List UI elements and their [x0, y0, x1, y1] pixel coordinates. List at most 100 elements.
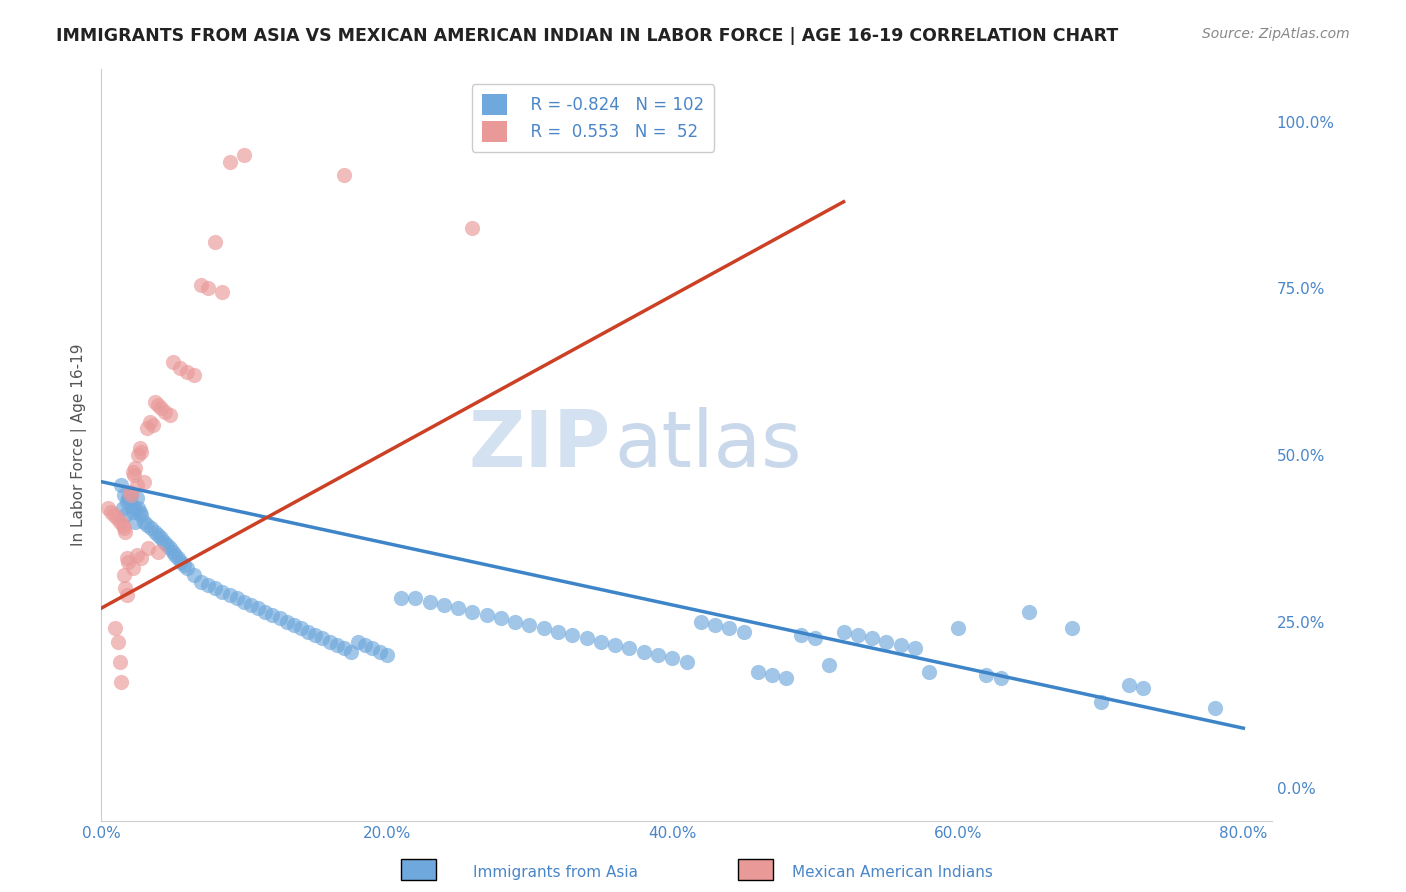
Point [433, 598, 456, 612]
Point [100, 505, 122, 519]
Point [247, 601, 270, 615]
Point [283, 618, 305, 632]
Point [121, 505, 143, 519]
Point [860, 631, 883, 645]
Point [304, 628, 326, 642]
Point [232, 594, 254, 608]
Point [718, 621, 741, 635]
Point [733, 624, 755, 639]
Point [176, 561, 198, 575]
Point [918, 665, 941, 679]
Point [475, 607, 498, 622]
Text: atlas: atlas [614, 407, 801, 483]
Text: Mexican American Indians: Mexican American Indians [793, 865, 993, 880]
Point [156, 538, 179, 552]
Point [633, 644, 655, 658]
Point [519, 618, 541, 632]
Point [790, 628, 813, 642]
Point [704, 618, 727, 632]
Point [141, 417, 163, 432]
Point [619, 641, 641, 656]
Point [503, 615, 526, 629]
Point [112, 488, 135, 502]
Point [105, 511, 128, 525]
Point [533, 621, 555, 635]
Point [354, 638, 377, 652]
Y-axis label: In Labor Force | Age 16-19: In Labor Force | Age 16-19 [72, 343, 87, 546]
Point [297, 624, 319, 639]
Point [129, 551, 152, 566]
Point [204, 235, 226, 249]
Point [1118, 678, 1140, 692]
Point [904, 641, 927, 656]
Text: ZIP: ZIP [468, 407, 610, 483]
Point [129, 444, 152, 458]
Point [340, 644, 363, 658]
Point [117, 555, 139, 569]
Point [183, 368, 205, 382]
Point [661, 651, 683, 665]
Point [118, 484, 141, 499]
Point [1204, 701, 1226, 715]
Point [135, 518, 157, 533]
Point [132, 515, 155, 529]
Text: Source: ZipAtlas.com: Source: ZipAtlas.com [1202, 27, 1350, 41]
Point [107, 634, 129, 648]
Point [112, 568, 135, 582]
Point [461, 605, 484, 619]
Point [361, 641, 384, 656]
Point [124, 461, 146, 475]
Point [761, 668, 783, 682]
Point [197, 281, 219, 295]
Point [418, 594, 440, 608]
Point [976, 668, 998, 682]
Text: Immigrants from Asia: Immigrants from Asia [472, 865, 638, 880]
Point [135, 421, 157, 435]
Point [875, 634, 897, 648]
Point [1090, 694, 1112, 708]
Point [262, 607, 284, 622]
Point [190, 278, 212, 293]
Point [1018, 605, 1040, 619]
Point [115, 551, 138, 566]
Point [269, 611, 291, 625]
Point [155, 405, 177, 419]
Point [117, 491, 139, 506]
Point [675, 655, 697, 669]
Point [110, 478, 132, 492]
Point [575, 631, 598, 645]
Point [461, 221, 484, 235]
Point [120, 488, 142, 502]
Point [211, 285, 233, 299]
Point [204, 581, 226, 595]
Point [818, 657, 841, 672]
Point [165, 548, 187, 562]
Point [211, 584, 233, 599]
Point [159, 541, 181, 556]
Point [311, 631, 333, 645]
Point [447, 601, 470, 615]
Point [1060, 621, 1083, 635]
Point [946, 621, 969, 635]
Point [173, 558, 195, 572]
Point [122, 467, 145, 482]
Point [318, 634, 340, 648]
Point [589, 634, 612, 648]
Point [747, 665, 769, 679]
Point [150, 401, 173, 416]
Point [112, 521, 135, 535]
Point [97, 501, 120, 516]
Point [225, 591, 247, 606]
Point [121, 561, 143, 575]
Point [804, 631, 827, 645]
Point [647, 648, 669, 662]
Point [176, 365, 198, 379]
Point [404, 591, 426, 606]
Point [890, 638, 912, 652]
Point [103, 508, 125, 522]
Point [232, 148, 254, 162]
Point [489, 611, 512, 625]
Point [290, 621, 312, 635]
Point [1132, 681, 1154, 696]
Point [138, 415, 160, 429]
